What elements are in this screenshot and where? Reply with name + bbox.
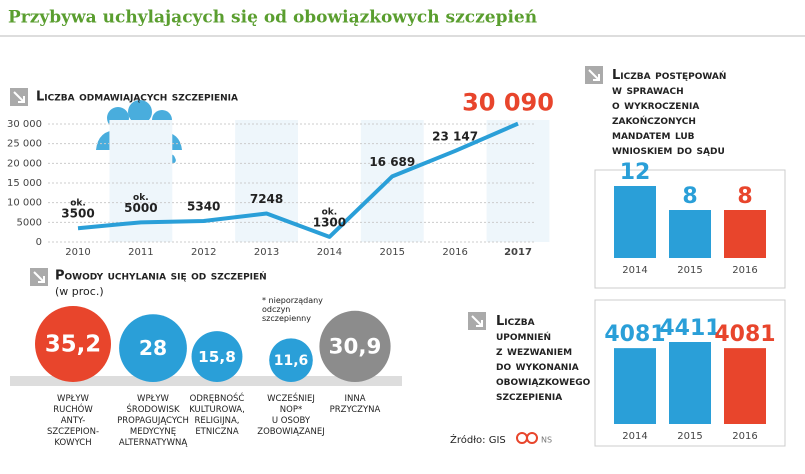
data-label: 30 090: [462, 89, 554, 117]
chart-subtitle: (w proc.): [55, 285, 104, 298]
x-tick-label: 2013: [254, 247, 279, 258]
bar: [724, 210, 766, 258]
category-label: WPŁYW RUCHÓW ANTY-SZCZEPION-KOWYCH: [47, 394, 99, 448]
y-tick-label: 25 000: [7, 139, 42, 150]
bar: [614, 348, 656, 424]
data-label: 4411: [659, 316, 720, 341]
data-label-prefix: ok.: [70, 199, 86, 209]
data-label: 28: [139, 336, 167, 360]
bar: [614, 186, 656, 258]
bubble: [319, 310, 391, 382]
bar: [669, 342, 711, 424]
x-tick-label: 2015: [677, 431, 702, 442]
y-tick-label: 10 000: [7, 198, 42, 209]
bubble: [269, 338, 313, 382]
category-label: WPŁYW ŚRODOWISK PROPAGUJĄCYCH MEDYCYNĘ ALTER…: [117, 394, 189, 448]
chart-title: Powody uchylania się od szczepień: [55, 269, 267, 284]
panel-frame: [594, 169, 786, 289]
arrow-icon: [10, 66, 603, 330]
logo: [526, 432, 538, 444]
y-tick-label: 0: [36, 237, 42, 248]
x-tick-label: 2015: [677, 265, 702, 276]
data-label-prefix: ok.: [133, 193, 149, 203]
data-label: 23 147: [432, 129, 478, 143]
data-label-prefix: ok.: [322, 207, 338, 217]
column-band: [360, 120, 424, 242]
data-label: 7248: [250, 192, 283, 206]
bubble: [119, 314, 187, 382]
data-label: 5340: [187, 199, 220, 213]
chart-title: Liczba odmawiających szczepienia: [36, 90, 238, 105]
y-tick-label: 5000: [17, 217, 42, 228]
data-label: 30,9: [329, 334, 382, 359]
data-label: 3500: [61, 207, 94, 221]
data-label: 8: [682, 184, 697, 209]
category-label: INNA PRZYCZYNA: [330, 394, 381, 415]
data-label: 5000: [124, 201, 157, 215]
x-tick-label: 2017: [504, 247, 532, 258]
footnote: * nieporządany odczyn szczepienny: [262, 296, 323, 323]
y-tick-label: 20 000: [7, 158, 42, 169]
column-band: [486, 120, 550, 242]
x-tick-label: 2016: [732, 431, 757, 442]
data-label: 4081: [714, 322, 775, 347]
data-label: 11,6: [274, 353, 309, 369]
x-tick-label: 2014: [622, 431, 647, 442]
panel-frame: [594, 299, 786, 447]
chart-title: Liczba postępowań w sprawach o wykroczenia…: [612, 68, 726, 158]
page-title: Przybywa uchylających się od obowiązkowy…: [8, 8, 537, 28]
data-line: [77, 121, 519, 239]
bar: [724, 348, 766, 424]
category-label: WCZEŚNIEJ NOP* U OSOBY ZOBOWIĄZANEJ: [257, 392, 325, 437]
data-label: 12: [620, 160, 651, 185]
data-label: 15,8: [198, 348, 236, 366]
data-label: 16 689: [369, 155, 415, 169]
logo: [516, 432, 528, 444]
y-tick-label: 15 000: [7, 178, 42, 189]
source: Źródło: GIS: [450, 433, 506, 446]
chart-title: Liczba upomnień z wezwaniem do wykonania obo…: [496, 314, 591, 404]
x-tick-label: 2016: [442, 247, 467, 258]
x-tick-label: 2014: [317, 247, 342, 258]
data-label: 35,2: [45, 332, 101, 358]
data-label: 8: [737, 184, 752, 209]
x-tick-label: 2014: [622, 265, 647, 276]
data-label: 4081: [604, 322, 665, 347]
category-label: ODRĘBNOŚĆ KULTUROWA, RELIGIJNA, ETNICZNA: [189, 392, 245, 437]
credit: NS: [541, 436, 552, 445]
x-tick-label: 2012: [191, 247, 216, 258]
x-tick-label: 2011: [128, 247, 153, 258]
baseline: [10, 376, 402, 386]
bar: [669, 210, 711, 258]
y-tick-label: 30 000: [7, 119, 42, 130]
x-tick-label: 2016: [732, 265, 757, 276]
bubble: [35, 306, 111, 382]
x-tick-label: 2015: [380, 247, 405, 258]
x-tick-label: 2010: [65, 247, 90, 258]
data-label: 1300: [313, 215, 346, 229]
bubble: [191, 331, 243, 383]
